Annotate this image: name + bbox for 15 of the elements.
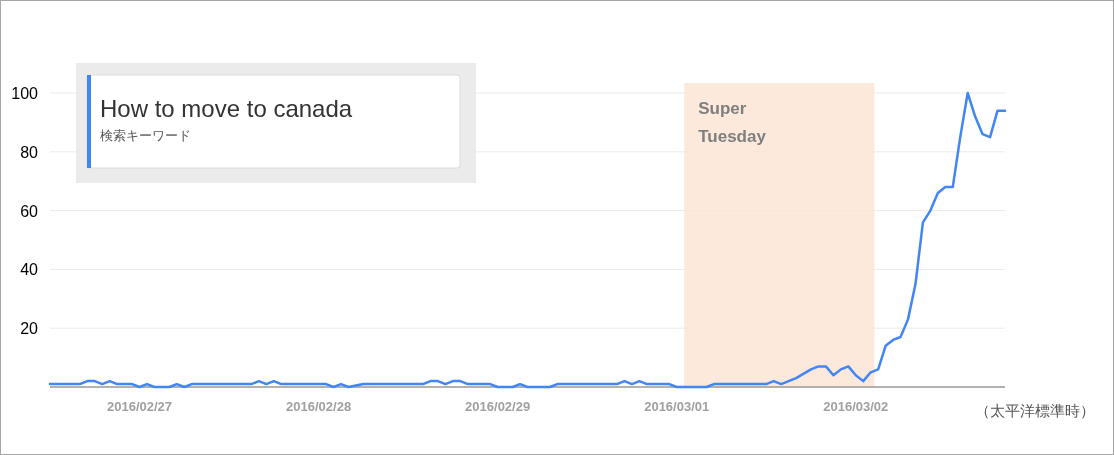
line-series — [48, 91, 1007, 389]
y-tick-label: 40 — [20, 261, 39, 279]
text: （太平洋標準時） — [975, 402, 1095, 420]
x-tick-label: 2016/02/29 — [465, 399, 531, 414]
y-tick-label: 60 — [20, 202, 39, 220]
text: How to move to canada — [100, 95, 353, 122]
y-tick-label: 20 — [20, 320, 39, 338]
legend-title: 検索キーワード — [100, 128, 191, 143]
x-tick-label: 2016/03/02 — [823, 399, 889, 414]
y-tick-label: 80 — [20, 143, 39, 161]
x-tick-label: 2016/02/28 — [286, 399, 352, 414]
x-tick-label: 2016/03/01 — [644, 399, 710, 414]
y-tick-label: 100 — [11, 85, 39, 102]
band-label: Super Tuesday — [698, 99, 767, 146]
x-tick-label: 2016/02/27 — [106, 399, 173, 414]
